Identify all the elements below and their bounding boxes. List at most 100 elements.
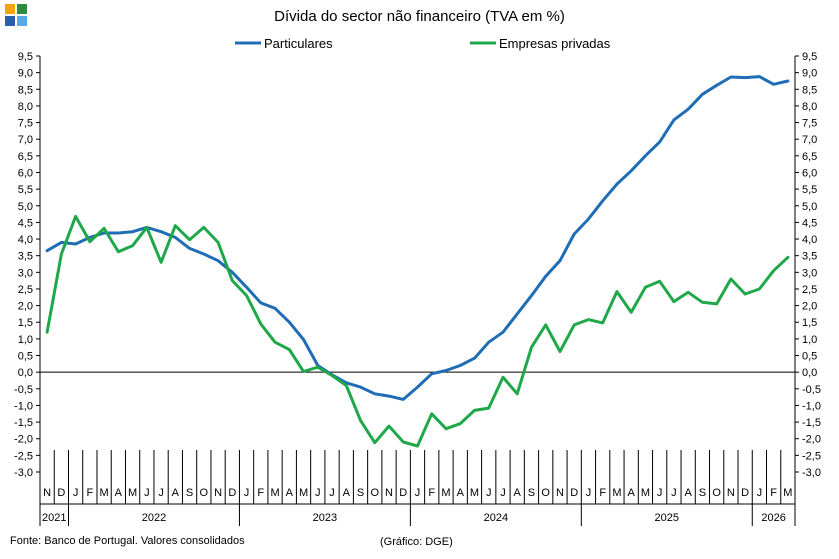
left-y-tick-label: -1,5 bbox=[14, 417, 33, 429]
x-month-label: N bbox=[214, 487, 222, 499]
left-y-tick-label: 9,0 bbox=[18, 68, 33, 80]
logo-square-bottom-left bbox=[5, 16, 15, 26]
x-month-label: J bbox=[244, 487, 250, 499]
logo-square-top-left bbox=[5, 4, 15, 14]
x-month-label: M bbox=[100, 487, 109, 499]
right-y-tick-label: 3,0 bbox=[802, 267, 817, 279]
x-month-label: N bbox=[385, 487, 393, 499]
x-month-label: J bbox=[329, 487, 335, 499]
x-month-label: J bbox=[657, 487, 663, 499]
x-month-label: J bbox=[158, 487, 164, 499]
left-y-tick-label: 5,5 bbox=[18, 184, 33, 196]
left-y-tick-label: 1,0 bbox=[18, 334, 33, 346]
right-y-tick-label: -2,0 bbox=[802, 434, 821, 446]
legend-label: Particulares bbox=[264, 36, 333, 51]
x-month-label: M bbox=[128, 487, 137, 499]
x-month-label: S bbox=[699, 487, 706, 499]
x-year-label: 2023 bbox=[313, 512, 337, 524]
x-month-label: D bbox=[741, 487, 749, 499]
left-y-tick-label: 8,0 bbox=[18, 101, 33, 113]
left-y-tick-label: -0,5 bbox=[14, 384, 33, 396]
x-year-label: 2021 bbox=[42, 512, 66, 524]
right-y-tick-label: 4,5 bbox=[802, 217, 817, 229]
x-month-label: A bbox=[514, 487, 522, 499]
x-month-label: S bbox=[528, 487, 535, 499]
right-y-tick-label: 1,0 bbox=[802, 334, 817, 346]
series-line-empresas-privadas bbox=[45, 214, 790, 448]
left-y-tick-label: 7,5 bbox=[18, 118, 33, 130]
right-y-tick-label: 9,0 bbox=[802, 68, 817, 80]
x-month-label: O bbox=[712, 487, 721, 499]
right-y-tick-label: 6,0 bbox=[802, 167, 817, 179]
x-month-label: J bbox=[315, 487, 321, 499]
left-y-tick-label: 9,5 bbox=[18, 51, 33, 63]
left-y-tick-label: -2,0 bbox=[14, 434, 33, 446]
right-y-tick-label: 2,0 bbox=[802, 301, 817, 313]
x-month-label: J bbox=[757, 487, 763, 499]
right-y-tick-label: 9,5 bbox=[802, 51, 817, 63]
left-y-tick-label: 4,5 bbox=[18, 217, 33, 229]
x-month-label: A bbox=[628, 487, 636, 499]
right-y-tick-label: 7,0 bbox=[802, 134, 817, 146]
left-y-tick-label: -3,0 bbox=[14, 467, 33, 479]
chart-credit: (Gráfico: DGE) bbox=[380, 536, 453, 548]
left-y-tick-label: 1,5 bbox=[18, 317, 33, 329]
x-month-label: M bbox=[470, 487, 479, 499]
left-y-tick-label: 2,0 bbox=[18, 301, 33, 313]
chart-title: Dívida do sector não financeiro (TVA em … bbox=[274, 8, 565, 25]
x-month-label: M bbox=[641, 487, 650, 499]
right-y-tick-label: -1,0 bbox=[802, 400, 821, 412]
series-line-particulares bbox=[45, 75, 790, 401]
logo-square-bottom-right bbox=[17, 16, 27, 26]
left-y-tick-label: 3,0 bbox=[18, 267, 33, 279]
x-month-label: D bbox=[228, 487, 236, 499]
x-month-label: N bbox=[556, 487, 564, 499]
left-y-tick-label: 5,0 bbox=[18, 201, 33, 213]
right-y-tick-label: 6,5 bbox=[802, 151, 817, 163]
x-month-label: F bbox=[257, 487, 264, 499]
source-note: Fonte: Banco de Portugal. Valores consol… bbox=[10, 535, 245, 547]
x-month-label: J bbox=[73, 487, 79, 499]
left-y-tick-label: 0,5 bbox=[18, 351, 33, 363]
right-y-tick-label: -1,5 bbox=[802, 417, 821, 429]
x-month-label: F bbox=[770, 487, 777, 499]
x-month-label: N bbox=[43, 487, 51, 499]
x-month-label: A bbox=[115, 487, 123, 499]
logo-square-top-right bbox=[17, 4, 27, 14]
x-month-label: D bbox=[399, 487, 407, 499]
x-month-label: M bbox=[270, 487, 279, 499]
left-y-tick-label: 3,5 bbox=[18, 251, 33, 263]
right-y-tick-label: 0,5 bbox=[802, 351, 817, 363]
left-y-tick-label: -1,0 bbox=[14, 400, 33, 412]
x-month-label: O bbox=[200, 487, 209, 499]
x-month-label: D bbox=[570, 487, 578, 499]
x-month-label: A bbox=[457, 487, 465, 499]
right-y-tick-label: -0,5 bbox=[802, 384, 821, 396]
right-y-tick-label: 1,5 bbox=[802, 317, 817, 329]
x-month-label: A bbox=[172, 487, 180, 499]
x-month-label: J bbox=[486, 487, 492, 499]
x-month-label: O bbox=[370, 487, 379, 499]
x-year-label: 2026 bbox=[761, 512, 785, 524]
x-month-label: J bbox=[671, 487, 677, 499]
left-y-tick-label: 2,5 bbox=[18, 284, 33, 296]
x-month-label: M bbox=[299, 487, 308, 499]
x-year-label: 2025 bbox=[655, 512, 679, 524]
right-y-tick-label: 8,5 bbox=[802, 84, 817, 96]
x-month-label: O bbox=[541, 487, 550, 499]
x-month-label: S bbox=[186, 487, 193, 499]
x-month-label: F bbox=[86, 487, 93, 499]
x-month-label: M bbox=[612, 487, 621, 499]
x-month-label: M bbox=[783, 487, 792, 499]
right-y-tick-label: 8,0 bbox=[802, 101, 817, 113]
left-y-tick-label: 6,5 bbox=[18, 151, 33, 163]
x-month-label: A bbox=[684, 487, 692, 499]
left-y-tick-label: 6,0 bbox=[18, 167, 33, 179]
right-y-tick-label: 3,5 bbox=[802, 251, 817, 263]
right-y-tick-label: -2,5 bbox=[802, 450, 821, 462]
left-y-tick-label: 7,0 bbox=[18, 134, 33, 146]
left-y-tick-label: 8,5 bbox=[18, 84, 33, 96]
x-month-label: N bbox=[727, 487, 735, 499]
x-month-label: J bbox=[415, 487, 421, 499]
